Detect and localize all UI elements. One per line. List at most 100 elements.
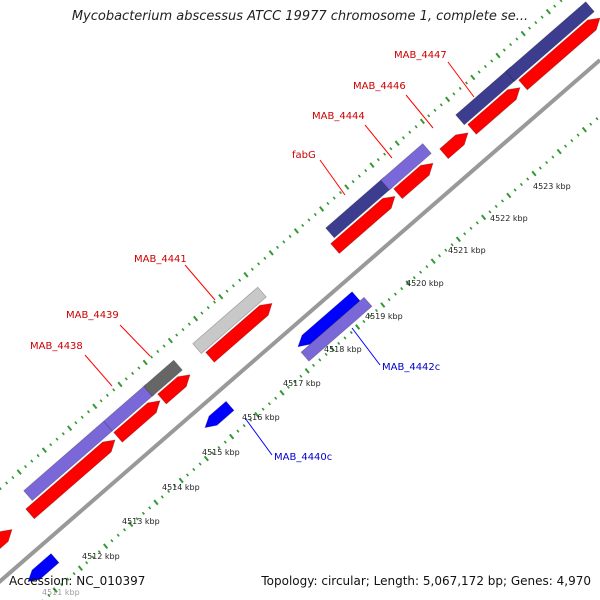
- cds-forward[interactable]: [518, 17, 600, 91]
- callout-line: [351, 327, 381, 366]
- minor-tick: [425, 265, 429, 269]
- minor-tick: [162, 344, 166, 348]
- gene-forward[interactable]: [505, 1, 595, 82]
- cds-forward[interactable]: [330, 195, 396, 255]
- major-tick: [52, 587, 58, 593]
- major-tick: [203, 455, 209, 462]
- callout-line: [405, 94, 434, 129]
- gene-forward[interactable]: [325, 176, 393, 239]
- cds-forward[interactable]: [467, 87, 521, 135]
- minor-tick: [414, 125, 418, 129]
- minor-tick: [559, 0, 563, 3]
- minor-tick: [231, 284, 235, 288]
- minor-tick: [362, 319, 366, 324]
- gene-forward[interactable]: [192, 286, 267, 355]
- major-tick: [531, 170, 537, 177]
- minor-tick: [551, 155, 555, 159]
- minor-tick: [490, 59, 494, 63]
- minor-tick: [364, 169, 368, 173]
- major-tick: [167, 337, 173, 344]
- minor-tick: [393, 292, 397, 296]
- major-tick: [445, 96, 451, 103]
- minor-tick: [293, 380, 297, 384]
- major-tick: [545, 8, 551, 15]
- minor-tick: [400, 287, 404, 291]
- minor-tick: [274, 396, 278, 400]
- major-tick: [67, 425, 73, 432]
- major-tick: [92, 403, 98, 410]
- gene-label-fabg[interactable]: fabG: [292, 150, 316, 161]
- minor-tick: [124, 377, 128, 381]
- cds-forward[interactable]: [205, 302, 273, 363]
- minor-tick: [11, 475, 15, 480]
- cds-reverse[interactable]: [297, 291, 361, 348]
- minor-tick: [538, 166, 542, 170]
- major-tick: [16, 469, 22, 475]
- callout-line: [184, 264, 216, 301]
- topology-text: Topology: circular; Length: 5,067,172 bp…: [261, 574, 591, 588]
- callout-line: [244, 417, 273, 456]
- minor-tick: [545, 160, 549, 165]
- gene-label-mab-4442c[interactable]: MAB_4442c: [382, 362, 440, 373]
- gene-reverse[interactable]: [300, 296, 373, 362]
- minor-tick: [61, 432, 65, 436]
- cds-forward[interactable]: [113, 400, 161, 443]
- minor-tick: [267, 402, 271, 406]
- minor-tick: [116, 533, 120, 537]
- minor-tick: [408, 130, 412, 134]
- minor-tick: [437, 254, 442, 258]
- minor-tick: [173, 484, 177, 488]
- minor-tick: [488, 210, 492, 214]
- cds-forward[interactable]: [393, 162, 434, 200]
- gene-label-mab-4438[interactable]: MAB_4438: [30, 341, 83, 352]
- cds-reverse[interactable]: [27, 553, 60, 583]
- gene-forward[interactable]: [380, 143, 432, 191]
- cds-forward[interactable]: [25, 439, 116, 520]
- map-title: Mycobacterium abscessus ATCC 19977 chrom…: [71, 9, 529, 24]
- cds-reverse[interactable]: [204, 400, 235, 429]
- minor-tick: [187, 322, 191, 326]
- gene-label-mab-4444[interactable]: MAB_4444: [312, 111, 365, 122]
- minor-tick: [212, 300, 217, 304]
- minor-tick: [526, 177, 530, 181]
- minor-tick: [86, 410, 91, 414]
- major-tick: [142, 359, 148, 366]
- minor-tick: [343, 336, 347, 340]
- major-tick: [369, 162, 375, 168]
- minor-tick: [332, 196, 336, 200]
- major-tick: [319, 206, 325, 212]
- major-tick: [304, 368, 310, 374]
- minor-tick: [49, 443, 53, 447]
- minor-tick: [137, 366, 141, 370]
- gene-forward[interactable]: [143, 359, 183, 397]
- minor-tick: [419, 270, 423, 274]
- gene-label-mab-4447[interactable]: MAB_4447: [394, 50, 447, 61]
- major-tick: [41, 447, 47, 453]
- minor-tick: [263, 256, 267, 260]
- minor-tick: [275, 245, 280, 249]
- minor-tick: [112, 388, 116, 392]
- minor-tick: [85, 561, 89, 565]
- minor-tick: [519, 182, 523, 187]
- major-tick: [178, 477, 184, 484]
- callout-line: [319, 159, 346, 196]
- minor-tick: [72, 572, 76, 576]
- gene-label-mab-4441[interactable]: MAB_4441: [134, 254, 187, 265]
- major-tick: [279, 389, 285, 396]
- major-tick: [229, 433, 235, 440]
- gene-label-mab-4439[interactable]: MAB_4439: [66, 310, 119, 321]
- minor-tick: [110, 539, 114, 543]
- minor-tick: [192, 467, 196, 472]
- minor-tick: [74, 421, 78, 425]
- minor-tick: [23, 464, 28, 469]
- gene-label-mab-4446[interactable]: MAB_4446: [353, 81, 406, 92]
- cds-forward[interactable]: [0, 529, 13, 563]
- minor-tick: [36, 454, 40, 458]
- minor-tick: [513, 188, 517, 192]
- cds-forward[interactable]: [157, 374, 191, 405]
- gene-label-mab-4440c[interactable]: MAB_4440c: [274, 452, 332, 463]
- kbp-label: 4515 kbp: [202, 448, 240, 457]
- minor-tick: [534, 21, 538, 25]
- cds-forward[interactable]: [439, 132, 469, 160]
